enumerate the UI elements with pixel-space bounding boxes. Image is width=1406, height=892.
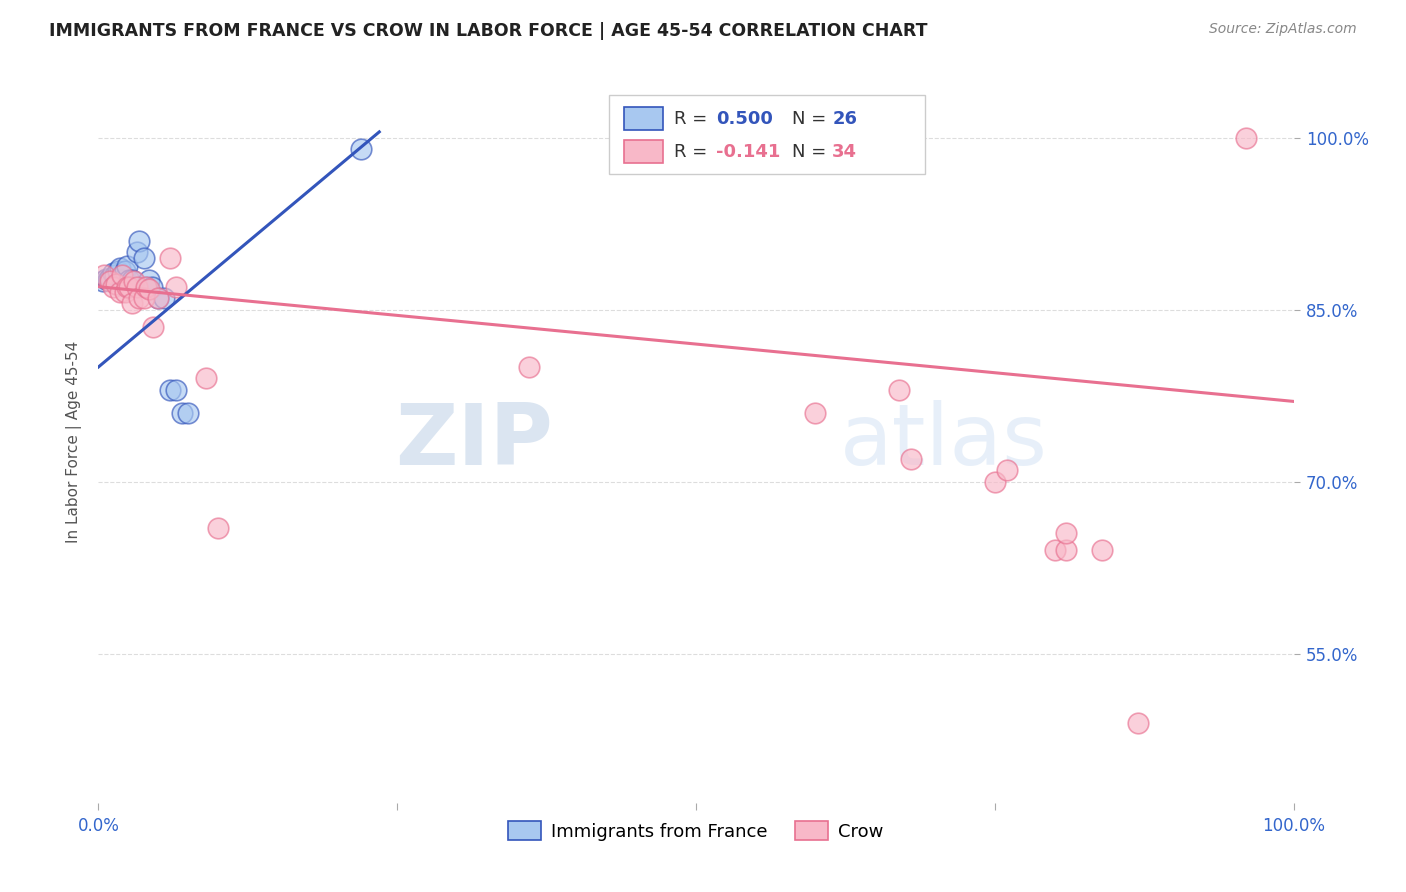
Point (148, 291, 170, 305)
Point (118, 279, 141, 293)
Point (142, 319, 165, 334)
Point (94, 271, 117, 285)
Point (98, 270, 122, 285)
Point (111, 273, 134, 287)
Point (138, 282, 160, 296)
FancyBboxPatch shape (624, 107, 662, 130)
Point (135, 279, 157, 293)
Point (97, 273, 120, 287)
Point (101, 266, 124, 280)
Point (114, 263, 136, 277)
Point (135, 279, 157, 293)
Point (128, 234, 150, 248)
Point (804, 406, 827, 420)
Point (124, 274, 146, 288)
Point (159, 251, 181, 265)
Point (101, 279, 124, 293)
Point (115, 259, 138, 273)
Point (108, 261, 131, 276)
Point (165, 279, 187, 293)
Text: Source: ZipAtlas.com: Source: ZipAtlas.com (1209, 22, 1357, 37)
Text: N =: N = (792, 143, 831, 161)
Text: N =: N = (792, 110, 831, 128)
Point (1056, 526, 1078, 541)
Point (98, 274, 122, 288)
Point (177, 406, 200, 420)
Text: R =: R = (675, 110, 713, 128)
FancyBboxPatch shape (609, 95, 925, 174)
Point (1056, 543, 1078, 558)
Point (105, 277, 128, 292)
Point (108, 285, 131, 300)
Point (984, 475, 1007, 489)
Point (128, 291, 150, 305)
Point (1128, 715, 1150, 730)
Text: 34: 34 (832, 143, 858, 161)
Point (1234, 130, 1257, 145)
Legend: Immigrants from France, Crow: Immigrants from France, Crow (501, 814, 891, 848)
Point (125, 245, 148, 260)
Point (153, 291, 176, 305)
Point (889, 383, 911, 397)
Text: atlas: atlas (839, 400, 1047, 483)
Point (93, 268, 115, 283)
Point (141, 279, 163, 293)
Point (148, 291, 170, 305)
Text: IMMIGRANTS FROM FRANCE VS CROW IN LABOR FORCE | AGE 45-54 CORRELATION CHART: IMMIGRANTS FROM FRANCE VS CROW IN LABOR … (49, 22, 928, 40)
Text: -0.141: -0.141 (716, 143, 780, 161)
Point (165, 383, 187, 397)
Point (517, 359, 540, 374)
Point (172, 406, 194, 420)
Point (1091, 543, 1114, 558)
Point (159, 383, 181, 397)
Point (118, 273, 141, 287)
Point (995, 463, 1018, 477)
Point (104, 268, 127, 283)
Point (132, 251, 155, 265)
Point (350, 142, 373, 156)
Point (111, 268, 134, 283)
Point (107, 263, 129, 277)
Text: 0.500: 0.500 (716, 110, 773, 128)
Point (1043, 543, 1066, 558)
Point (195, 371, 218, 385)
Point (121, 295, 143, 310)
Point (900, 451, 922, 466)
Point (132, 291, 155, 305)
Point (91, 274, 114, 288)
Point (207, 520, 229, 534)
Point (125, 279, 148, 293)
Point (138, 273, 160, 287)
Text: 26: 26 (832, 110, 858, 128)
Point (114, 285, 136, 300)
Point (115, 279, 138, 293)
Text: R =: R = (675, 143, 713, 161)
Point (121, 273, 143, 287)
Text: ZIP: ZIP (395, 400, 553, 483)
Y-axis label: In Labor Force | Age 45-54: In Labor Force | Age 45-54 (66, 341, 82, 542)
FancyBboxPatch shape (624, 140, 662, 163)
